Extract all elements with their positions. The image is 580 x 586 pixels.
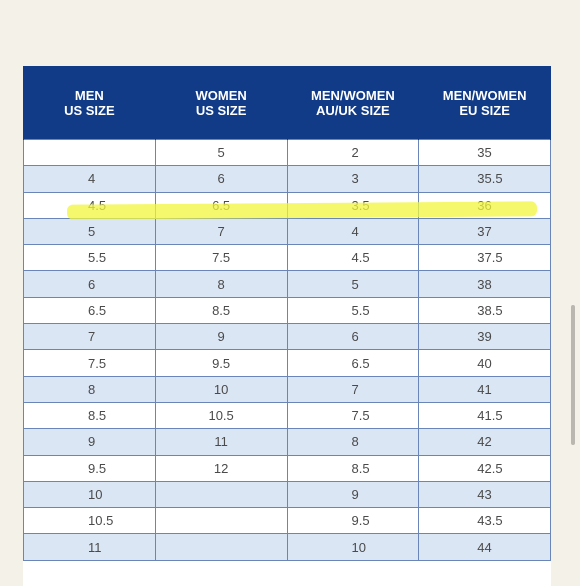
table-cell: 8 (23, 375, 156, 403)
table-cell: 10 (154, 375, 288, 403)
table-cell: 36 (418, 191, 551, 219)
table-cell: 4 (286, 217, 420, 246)
table-cell: 5.5 (23, 244, 156, 272)
table-row: 6.5 8.5 5.5 38.5 (23, 296, 551, 325)
table-cell (154, 480, 288, 509)
table-cell: 12 (154, 454, 288, 482)
table-row: 4 6 3 35.5 (23, 165, 551, 193)
table-cell (23, 138, 156, 167)
table-cell: 4.5 (23, 191, 156, 219)
table-cell: 11 (23, 533, 156, 561)
table-row: 6 8 5 38 (23, 270, 551, 298)
table-cell: 43.5 (418, 507, 551, 535)
table-row: 4.5 6.5 3.5 36 (23, 191, 551, 219)
table-cell: 42 (418, 428, 551, 456)
table-cell: 5.5 (286, 296, 420, 325)
table-cell: 10 (23, 480, 156, 509)
table-cell: 10.5 (23, 507, 156, 535)
table-cell: 9 (23, 428, 156, 456)
table-cell: 3.5 (286, 191, 420, 219)
table-row: 9.5 12 8.5 42.5 (23, 454, 551, 482)
table-row: 5 7 4 37 (23, 217, 551, 246)
table-cell: 8.5 (23, 401, 156, 430)
table-row: 7.5 9.5 6.5 40 (23, 349, 551, 377)
table-row: 8.5 10.5 7.5 41.5 (23, 401, 551, 430)
table-cell: 8 (154, 270, 288, 298)
table-row: 10 9 43 (23, 480, 551, 509)
table-cell: 38 (418, 270, 551, 298)
table-cell: 41 (418, 375, 551, 403)
table-cell: 6 (154, 165, 288, 193)
table-row: 5 2 35 (23, 138, 551, 167)
header-eu: MEN/WOMEN EU SIZE (418, 66, 551, 140)
table-cell: 42.5 (418, 454, 551, 482)
table-cell: 3 (286, 165, 420, 193)
table-cell: 7.5 (286, 401, 420, 430)
table-cell: 9 (286, 480, 420, 509)
table-cell: 9.5 (286, 507, 420, 535)
table-cell: 9 (154, 323, 288, 351)
table-cell: 5 (154, 138, 288, 167)
size-chart: MEN US SIZE WOMEN US SIZE MEN/WOMEN AU/U… (23, 66, 551, 586)
header-au-uk: MEN/WOMEN AU/UK SIZE (286, 66, 420, 140)
table-cell: 7 (23, 323, 156, 351)
table-cell: 38.5 (418, 296, 551, 325)
table-row: 9 11 8 42 (23, 428, 551, 456)
table-cell: 10.5 (154, 401, 288, 430)
table-cell: 4 (23, 165, 156, 193)
table-cell: 7 (286, 375, 420, 403)
table-cell: 10 (286, 533, 420, 561)
size-table: MEN US SIZE WOMEN US SIZE MEN/WOMEN AU/U… (23, 66, 551, 561)
header-row: MEN US SIZE WOMEN US SIZE MEN/WOMEN AU/U… (23, 66, 551, 140)
table-cell: 37.5 (418, 244, 551, 272)
header-women-us: WOMEN US SIZE (154, 66, 288, 140)
table-row: 8 10 7 41 (23, 375, 551, 403)
table-row: 7 9 6 39 (23, 323, 551, 351)
table-cell: 41.5 (418, 401, 551, 430)
table-cell: 6 (23, 270, 156, 298)
table-cell: 8 (286, 428, 420, 456)
table-cell: 6 (286, 323, 420, 351)
table-cell: 6.5 (286, 349, 420, 377)
table-cell: 4.5 (286, 244, 420, 272)
header-men-us: MEN US SIZE (23, 66, 156, 140)
table-cell: 7.5 (23, 349, 156, 377)
table-cell (154, 533, 288, 561)
table-cell: 5 (23, 217, 156, 246)
table-cell: 2 (286, 138, 420, 167)
table-cell: 35.5 (418, 165, 551, 193)
scrollbar[interactable] (571, 305, 575, 445)
table-row: 11 10 44 (23, 533, 551, 561)
table-cell: 37 (418, 217, 551, 246)
table-cell: 8.5 (286, 454, 420, 482)
table-cell (154, 507, 288, 535)
table-cell: 11 (154, 428, 288, 456)
table-cell: 43 (418, 480, 551, 509)
table-cell: 7.5 (154, 244, 288, 272)
table-cell: 9.5 (154, 349, 288, 377)
table-cell: 40 (418, 349, 551, 377)
table-row: 10.5 9.5 43.5 (23, 507, 551, 535)
table-cell: 7 (154, 217, 288, 246)
table-row: 5.5 7.5 4.5 37.5 (23, 244, 551, 272)
table-cell: 5 (286, 270, 420, 298)
table-cell: 44 (418, 533, 551, 561)
table-cell: 6.5 (23, 296, 156, 325)
table-cell: 35 (418, 138, 551, 167)
table-cell: 39 (418, 323, 551, 351)
table-cell: 6.5 (154, 191, 288, 219)
table-cell: 9.5 (23, 454, 156, 482)
table-cell: 8.5 (154, 296, 288, 325)
